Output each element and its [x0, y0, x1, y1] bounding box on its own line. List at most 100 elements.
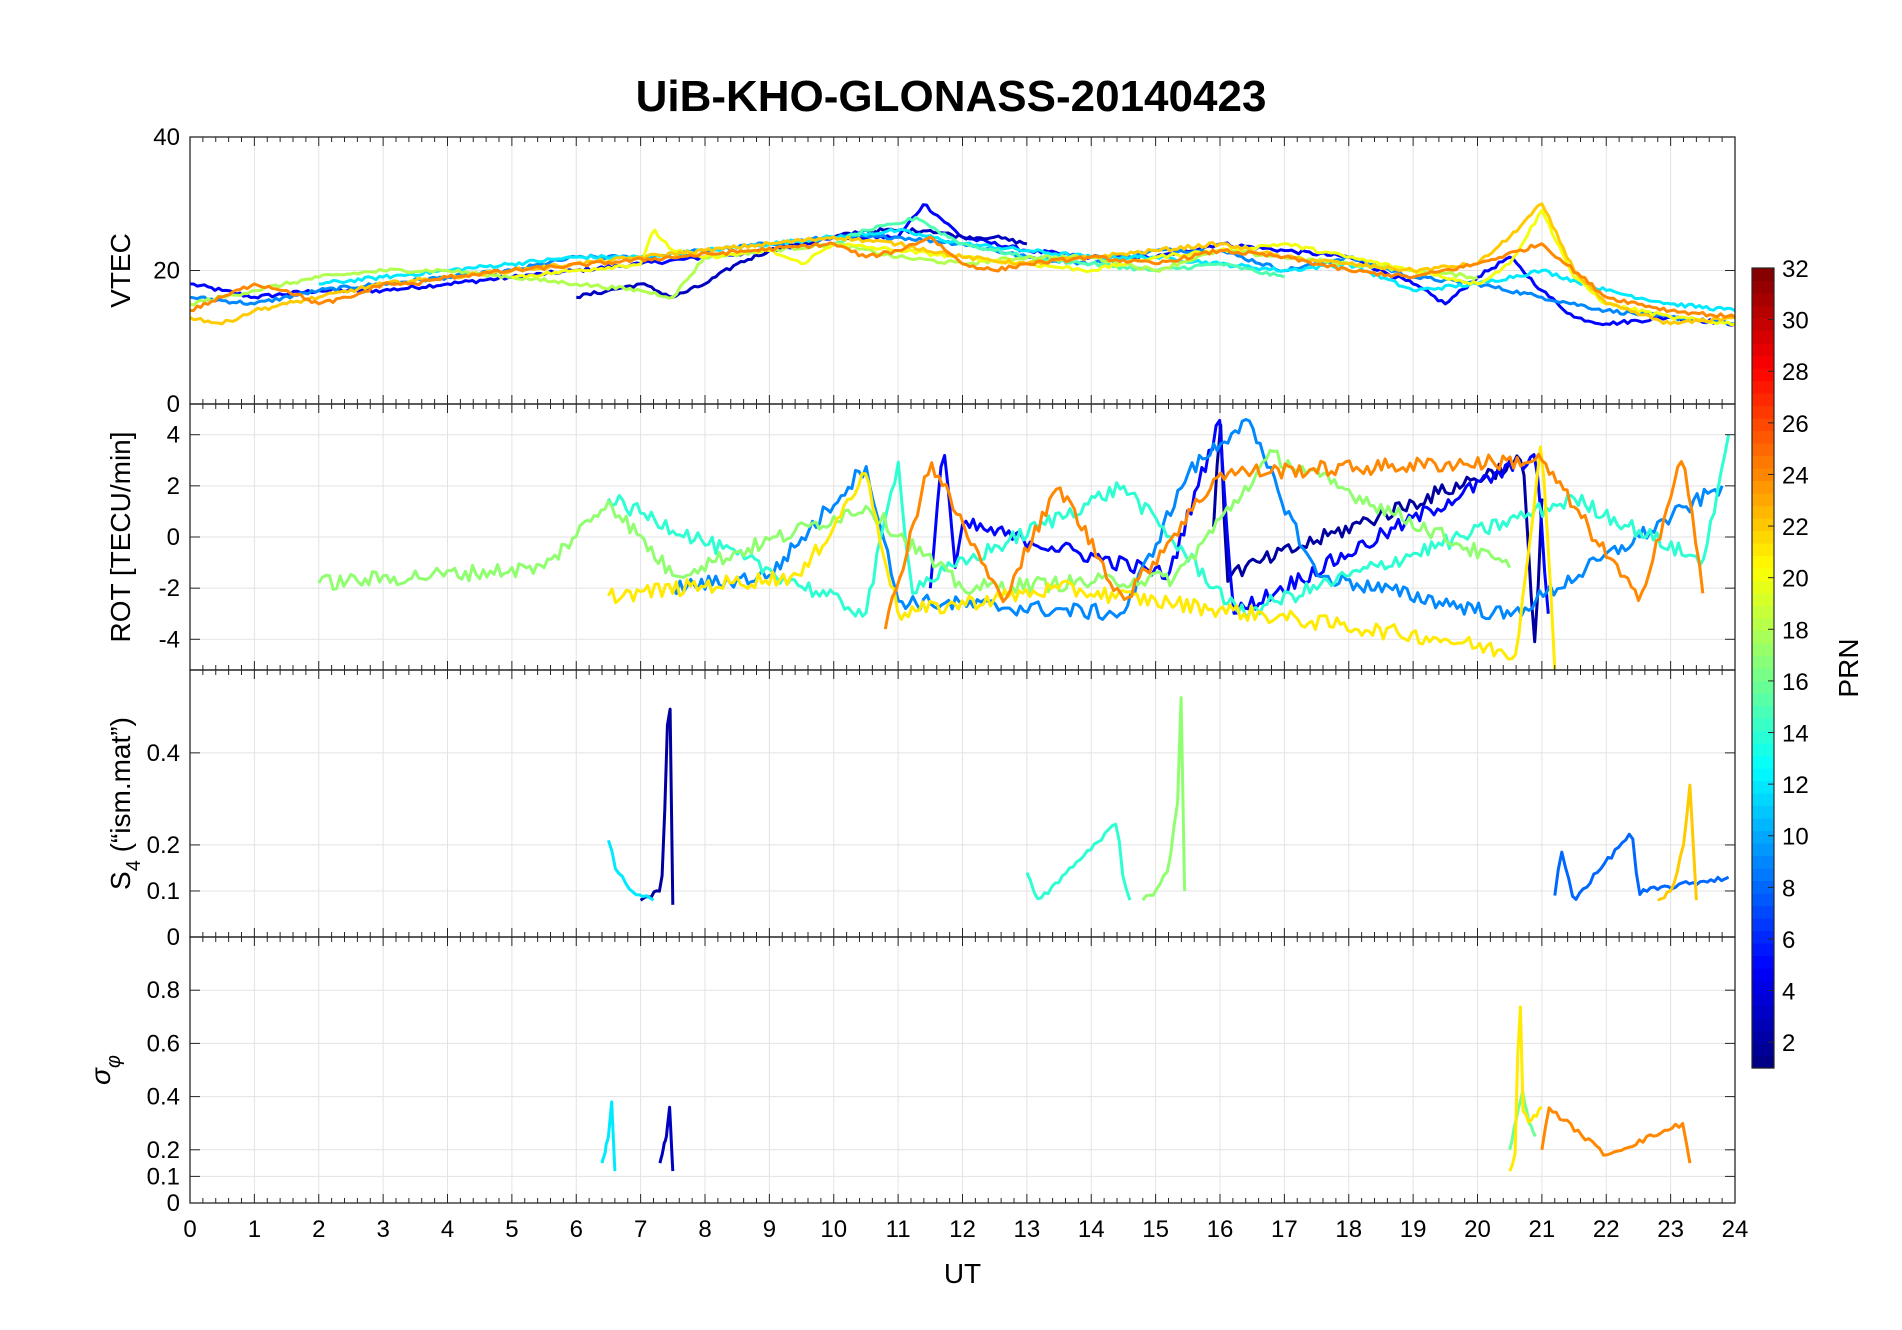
colorbar-segment	[1752, 280, 1774, 294]
colorbar-tick-label: 18	[1782, 617, 1809, 644]
x-tick-label: 3	[376, 1216, 389, 1243]
colorbar-segment	[1752, 405, 1774, 419]
colorbar-segment	[1752, 555, 1774, 569]
y-tick-label: 0.6	[147, 1030, 180, 1057]
colorbar-segment	[1752, 755, 1774, 769]
colorbar-segment	[1752, 530, 1774, 544]
x-tick-label: 18	[1335, 1216, 1362, 1243]
colorbar-segment	[1752, 743, 1774, 757]
colorbar-segment	[1752, 1030, 1774, 1044]
colorbar-segment	[1752, 1043, 1774, 1057]
colorbar-tick-label: 20	[1782, 566, 1809, 593]
x-tick-label: 23	[1657, 1216, 1684, 1243]
colorbar-segment	[1752, 980, 1774, 994]
x-tick-label: 11	[886, 1216, 911, 1243]
colorbar-segment	[1752, 430, 1774, 444]
colorbar-segment	[1752, 443, 1774, 457]
colorbar-tick-label: 8	[1782, 875, 1795, 902]
series-line-panel2-prn21	[607, 445, 1557, 671]
x-tick-label: 12	[949, 1216, 976, 1243]
y-tick-label: -4	[159, 626, 180, 653]
colorbar-segment	[1752, 993, 1774, 1007]
x-tick-label: 4	[441, 1216, 454, 1243]
colorbar-tick-label: 28	[1782, 359, 1809, 386]
y-axis-label-panel2: ROT [TECU/min]	[105, 431, 136, 642]
x-tick-label: 16	[1207, 1216, 1234, 1243]
x-tick-label: 22	[1593, 1216, 1620, 1243]
series-line-panel1-prn20	[511, 208, 1736, 327]
colorbar-segment	[1752, 680, 1774, 694]
chart-title: UiB-KHO-GLONASS-20140423	[635, 72, 1267, 121]
colorbar-segment	[1752, 930, 1774, 944]
colorbar-segment	[1752, 693, 1774, 707]
colorbar-segment	[1752, 380, 1774, 394]
series-line-panel4-prn3	[658, 1105, 675, 1172]
x-tick-label: 10	[820, 1216, 847, 1243]
y-tick-label: 0.2	[147, 832, 180, 859]
colorbar-segment	[1752, 505, 1774, 519]
y-axis-label-s4: S4 (“ism.mat”)	[105, 717, 145, 890]
colorbar-segment	[1752, 868, 1774, 882]
series-line-panel1-prn24	[189, 235, 1736, 319]
series-line-panel3-prn8	[1553, 832, 1730, 901]
series-line-panel4-prn12	[600, 1100, 617, 1172]
x-tick-label: 0	[183, 1216, 196, 1243]
colorbar-segment	[1752, 493, 1774, 507]
x-tick-label: 9	[763, 1216, 776, 1243]
colorbar-segment	[1752, 1018, 1774, 1032]
colorbar-segment	[1752, 905, 1774, 919]
colorbar-segment	[1752, 630, 1774, 644]
y-tick-label: 0.4	[147, 740, 180, 767]
colorbar-segment	[1752, 355, 1774, 369]
y-tick-label: 0	[167, 524, 180, 551]
y-tick-label: 20	[153, 258, 180, 285]
x-tick-label: 13	[1014, 1216, 1041, 1243]
series-line-panel2-prn14	[607, 434, 1731, 618]
x-tick-label: 17	[1271, 1216, 1298, 1243]
colorbar-segment	[1752, 793, 1774, 807]
colorbar-segment	[1752, 1005, 1774, 1019]
colorbar-segment	[1752, 818, 1774, 832]
x-tick-label: 5	[505, 1216, 518, 1243]
colorbar-segment	[1752, 968, 1774, 982]
colorbar-segment	[1752, 480, 1774, 494]
colorbar-segment	[1752, 330, 1774, 344]
series-line-panel1-prn15	[833, 215, 1286, 279]
series-line-panel3-prn17	[1141, 696, 1187, 902]
y-tick-label: 4	[167, 422, 180, 449]
x-tick-label: 6	[570, 1216, 583, 1243]
series-line-panel2-prn9	[671, 418, 1724, 621]
colorbar-tick-label: 10	[1782, 824, 1809, 851]
colorbar-tick-label: 24	[1782, 462, 1809, 489]
x-tick-label: 8	[698, 1216, 711, 1243]
colorbar-segment	[1752, 593, 1774, 607]
x-tick-label: 20	[1464, 1216, 1491, 1243]
x-tick-label: 2	[312, 1216, 325, 1243]
colorbar-segment	[1752, 305, 1774, 319]
colorbar-segment	[1752, 1055, 1774, 1069]
series-line-panel2-prn24	[883, 452, 1705, 630]
y-tick-label: 0.8	[147, 977, 180, 1004]
colorbar-tick-label: 30	[1782, 308, 1809, 335]
y-axis-label-panel1: VTEC	[105, 233, 136, 308]
colorbar-segment	[1752, 268, 1774, 282]
series-line-panel3-prn2	[639, 707, 675, 905]
colorbar-frame	[1751, 267, 1775, 1069]
y-tick-label: 2	[167, 473, 180, 500]
colorbar-tick-label: 22	[1782, 514, 1809, 541]
colorbar-segment	[1752, 668, 1774, 682]
colorbar-segment	[1752, 918, 1774, 932]
colorbar-segment	[1752, 730, 1774, 744]
colorbar-segment	[1752, 855, 1774, 869]
colorbar-segment	[1752, 805, 1774, 819]
colorbar-segment	[1752, 955, 1774, 969]
colorbar-segment	[1752, 455, 1774, 469]
colorbar-tick-label: 32	[1782, 256, 1809, 283]
series-line-panel3-prn14	[1025, 822, 1132, 901]
colorbar-segment	[1752, 893, 1774, 907]
colorbar-segment	[1752, 655, 1774, 669]
x-tick-label: 24	[1722, 1216, 1749, 1243]
colorbar-segment	[1752, 518, 1774, 532]
